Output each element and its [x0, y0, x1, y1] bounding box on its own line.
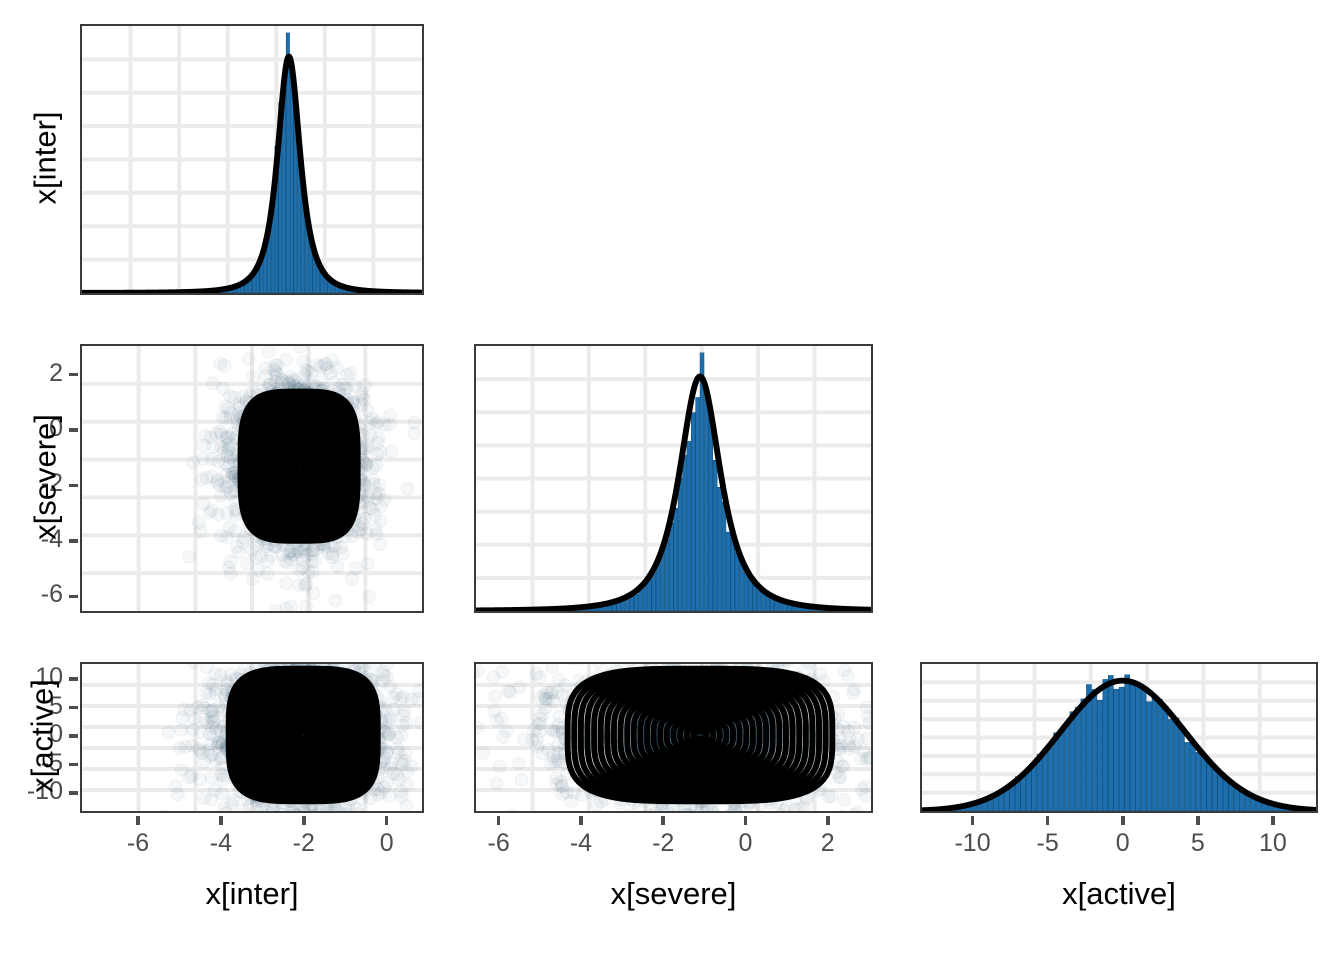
contour-lines: [564, 665, 836, 805]
x-tick-label: -4: [209, 829, 233, 857]
y-tick-label: -10: [26, 777, 63, 806]
y-tick-label: 0: [49, 720, 63, 749]
x-tickmark: [826, 816, 830, 825]
x-tick-label: -10: [954, 829, 991, 857]
y-tick-label: -6: [40, 580, 63, 609]
panel-diag-inter: [80, 24, 424, 295]
y-tickmark: [69, 372, 78, 377]
x-tickmark: [1121, 816, 1125, 825]
y-tick-label: 5: [49, 691, 63, 720]
histogram-plot-area: [476, 346, 871, 611]
contour-lines: [225, 665, 381, 805]
contour-lines: [237, 388, 361, 544]
histogram-bars: [476, 352, 871, 611]
x-tickmark: [1271, 816, 1275, 825]
x-axis-title-col3: x[active]: [1062, 876, 1176, 911]
x-tick-label: 0: [379, 829, 394, 857]
y-tickmark: [69, 483, 78, 488]
histogram-plot-area: [82, 26, 422, 293]
panel-grid: [82, 26, 422, 293]
y-tickmark: [69, 791, 78, 795]
x-tick-label: 0: [1115, 829, 1130, 857]
x-tickmark: [579, 816, 583, 825]
y-tick-label: -4: [40, 524, 63, 553]
y-tickmark: [69, 762, 78, 767]
y-tick-label: -5: [40, 748, 63, 777]
y-tickmark: [69, 428, 78, 432]
contour-scatter-plot-area: [82, 346, 422, 611]
x-tickmark: [661, 816, 665, 825]
x-tick-label: 2: [820, 829, 835, 857]
x-tick-label: -6: [126, 829, 150, 857]
y-axis-title-row1: x[inter]: [27, 110, 62, 205]
x-tickmark: [1196, 816, 1200, 825]
x-tick-label: 0: [738, 829, 753, 857]
x-tick-label: -4: [569, 829, 593, 857]
y-tickmark: [69, 539, 78, 543]
x-tick-label: 5: [1190, 829, 1205, 857]
contour-scatter-plot-area: [476, 664, 871, 811]
y-tick-label: -2: [40, 469, 63, 498]
x-tickmark: [384, 816, 389, 825]
y-tickmark: [69, 677, 78, 681]
histogram-plot-area: [922, 664, 1316, 811]
x-axis-title-col2: x[severe]: [610, 876, 737, 911]
x-tick-label: -2: [292, 829, 315, 857]
y-axis-title-row2: x[severe]: [27, 413, 62, 540]
histogram-bars: [922, 674, 1316, 811]
x-tick-label: -6: [487, 829, 510, 857]
x-tickmark: [970, 816, 975, 825]
x-tick-label: 10: [1259, 829, 1287, 857]
x-tick-label: -2: [652, 829, 675, 857]
x-axis-title-col1: x[inter]: [205, 876, 299, 911]
y-tick-label: 0: [49, 413, 63, 442]
panel-off-active-vs-severe: [474, 662, 873, 813]
x-tickmark: [1045, 816, 1050, 825]
y-axis-title-row3: x[active]: [24, 678, 59, 793]
x-tickmark: [743, 816, 748, 825]
panel-off-active-vs-inter: [80, 662, 424, 813]
panel-diag-active: [920, 662, 1318, 813]
panel-diag-severe: [474, 344, 873, 613]
x-tickmark: [302, 816, 306, 825]
y-tick-label: 10: [35, 663, 63, 692]
x-tickmark: [496, 816, 501, 825]
y-tickmark: [69, 594, 78, 599]
panel-off-severe-vs-inter: [80, 344, 424, 613]
y-tickmark: [69, 734, 78, 738]
contour-scatter-plot-area: [82, 664, 422, 811]
y-tick-label: 2: [49, 358, 63, 387]
y-tickmark: [69, 705, 78, 710]
x-tickmark: [136, 816, 140, 825]
x-tick-label: -5: [1036, 829, 1059, 857]
x-tickmark: [219, 816, 223, 825]
